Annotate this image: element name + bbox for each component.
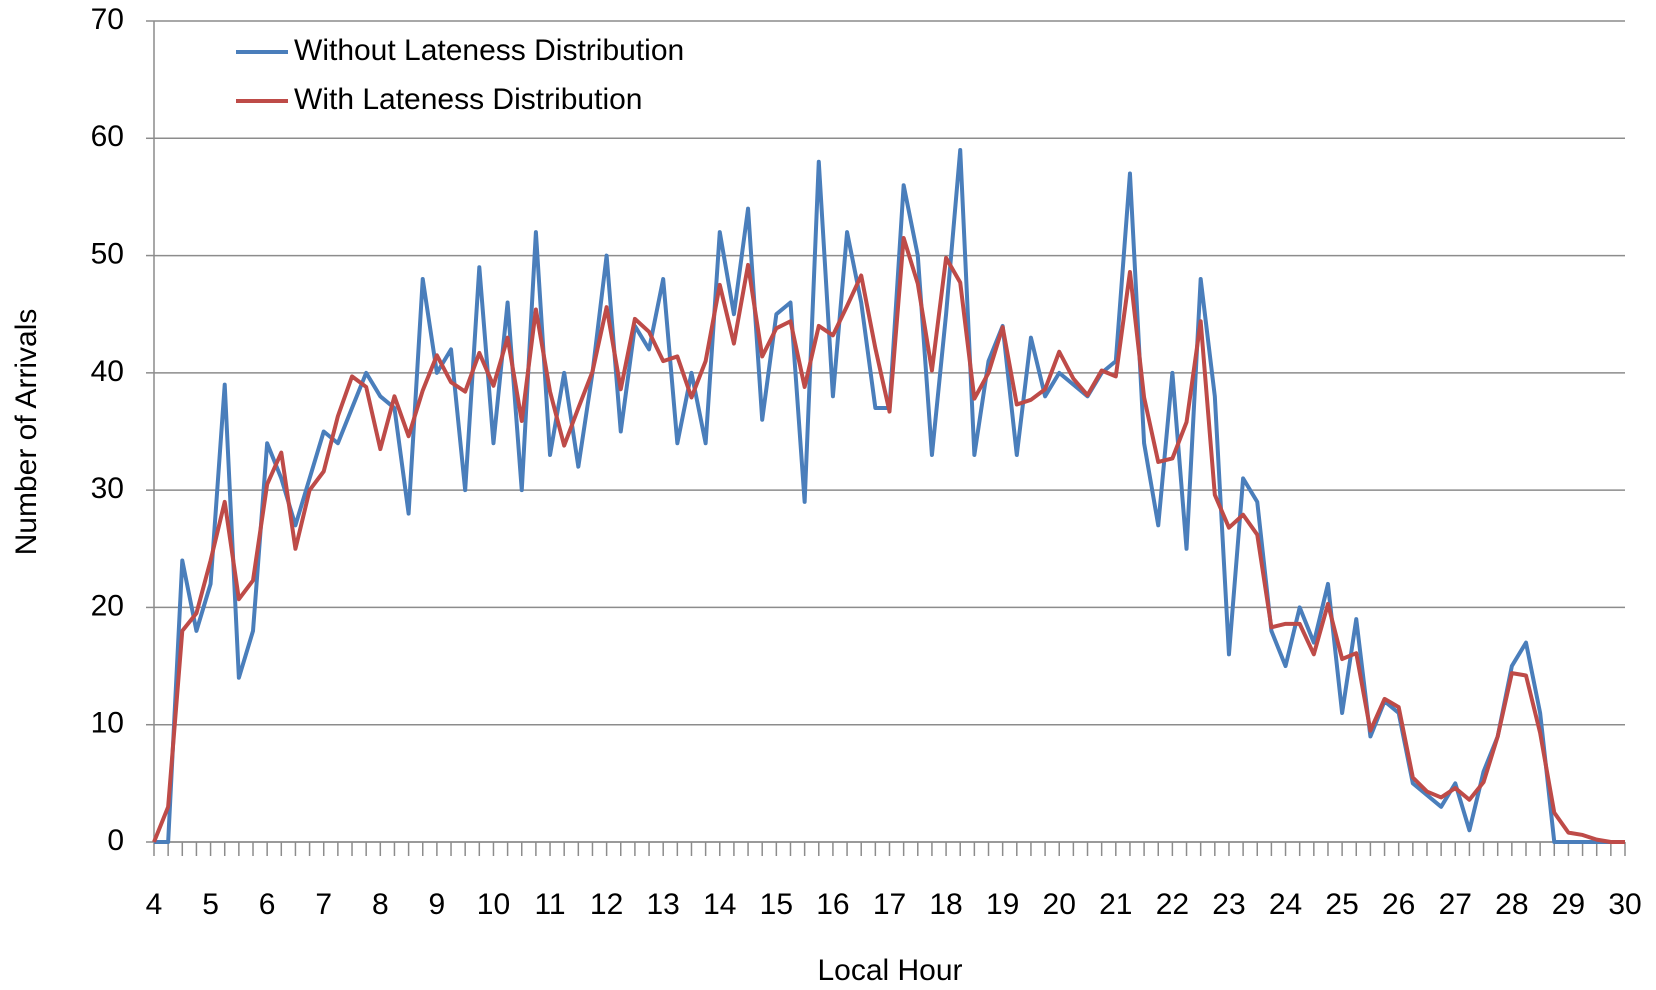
x-tick-label: 29 — [1552, 888, 1585, 921]
x-tick-label: 26 — [1382, 888, 1415, 921]
x-tick-label: 10 — [477, 888, 510, 921]
x-tick-label: 25 — [1325, 888, 1358, 921]
x-tick-label: 17 — [873, 888, 906, 921]
x-tick-label: 18 — [929, 888, 962, 921]
x-tick-label: 8 — [372, 888, 389, 921]
x-tick-label: 23 — [1212, 888, 1245, 921]
x-tick-label: 6 — [259, 888, 276, 921]
x-tick-label: 13 — [647, 888, 680, 921]
x-tick-label: 7 — [315, 888, 332, 921]
x-tick-label: 11 — [534, 888, 565, 921]
y-tick-label: 50 — [91, 237, 124, 270]
x-tick-label: 21 — [1099, 888, 1132, 921]
x-tick-label: 22 — [1156, 888, 1189, 921]
y-tick-label: 40 — [91, 355, 124, 388]
y-tick-label: 10 — [91, 707, 124, 740]
y-tick-label: 0 — [107, 824, 124, 857]
x-tick-label: 27 — [1439, 888, 1472, 921]
x-tick-label: 30 — [1608, 888, 1641, 921]
x-tick-label: 4 — [146, 888, 163, 921]
y-tick-label: 70 — [91, 3, 124, 36]
legend-label: Without Lateness Distribution — [294, 34, 684, 67]
x-tick-label: 19 — [986, 888, 1019, 921]
x-tick-label: 16 — [816, 888, 849, 921]
y-tick-label: 20 — [91, 589, 124, 622]
x-axis-label: Local Hour — [817, 954, 962, 987]
y-tick-label: 60 — [91, 120, 124, 153]
x-tick-label: 24 — [1269, 888, 1302, 921]
legend-label: With Lateness Distribution — [294, 83, 643, 116]
x-tick-label: 20 — [1043, 888, 1076, 921]
x-tick-label: 15 — [760, 888, 793, 921]
x-tick-label: 28 — [1495, 888, 1528, 921]
series-line — [152, 235, 1625, 844]
x-tick-label: 5 — [202, 888, 219, 921]
x-tick-label: 9 — [429, 888, 446, 921]
y-axis-label: Number of Arrivals — [10, 309, 43, 556]
x-tick-label: 12 — [590, 888, 623, 921]
x-tick-label: 14 — [703, 888, 736, 921]
y-tick-label: 30 — [91, 472, 124, 505]
